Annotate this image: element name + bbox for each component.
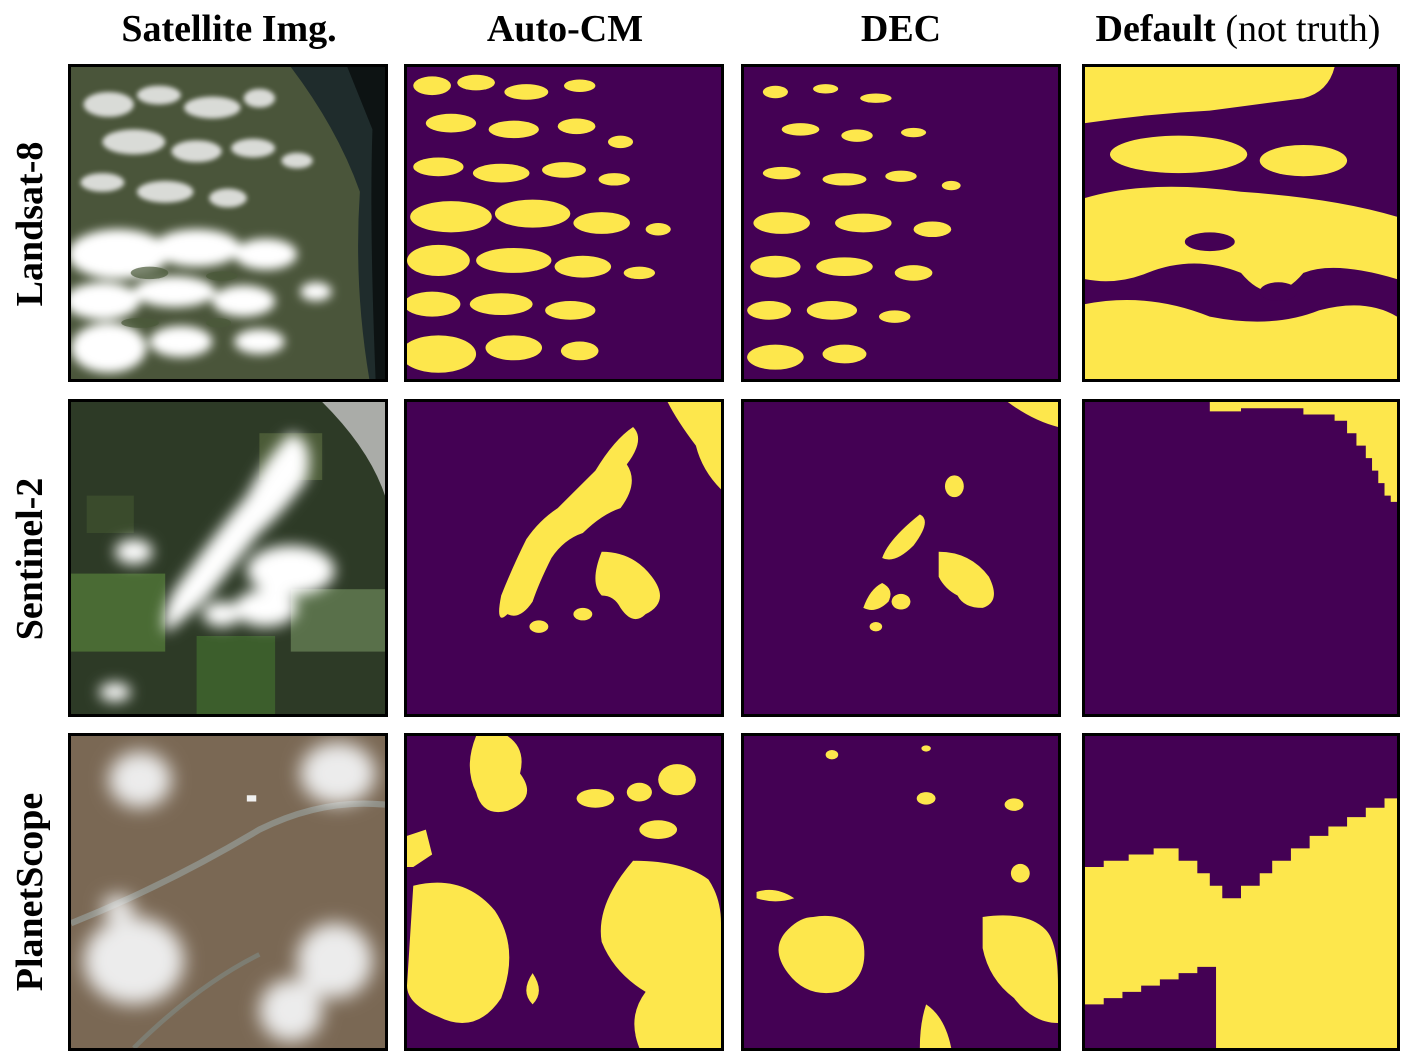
landsat-satellite-image [68, 64, 388, 382]
landsat-autocm-mask [404, 64, 724, 382]
row-label-landsat: Landsat-8 [9, 141, 51, 307]
planet-default-mask [1082, 733, 1400, 1051]
landsat-dec-mask [741, 64, 1061, 382]
column-header-autocm: Auto-CM [486, 8, 644, 50]
column-header-dec: DEC [860, 8, 942, 50]
sentinel-satellite-image [68, 399, 388, 717]
planet-autocm-mask [404, 733, 724, 1051]
default-note: (not truth) [1215, 8, 1381, 50]
default-label: Default [1095, 8, 1216, 50]
sentinel-default-mask [1082, 399, 1400, 717]
sentinel-dec-mask [741, 399, 1061, 717]
row-label-planet: PlanetScope [9, 792, 51, 992]
landsat-default-mask [1082, 64, 1400, 382]
row-label-sentinel: Sentinel-2 [9, 477, 51, 641]
planet-satellite-image [68, 733, 388, 1051]
planet-dec-mask [741, 733, 1061, 1051]
column-header-default: Default (not truth) [1060, 4, 1416, 54]
sentinel-autocm-mask [404, 399, 724, 717]
column-header-satellite: Satellite Img. [121, 8, 337, 50]
